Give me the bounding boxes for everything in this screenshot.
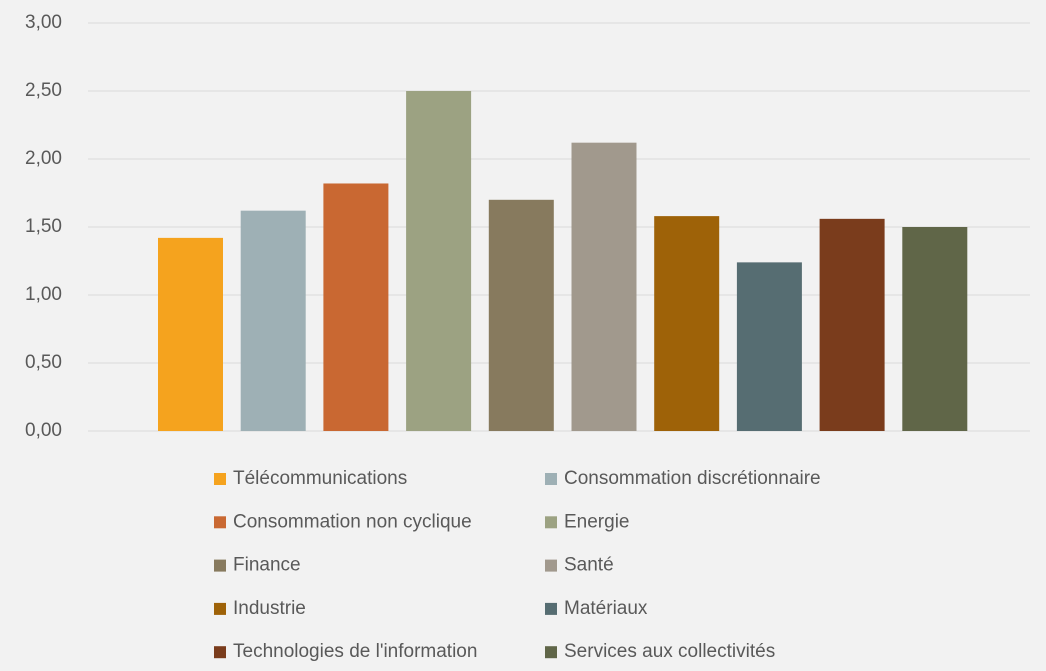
y-tick-label: 1,00 — [25, 284, 62, 305]
legend-label: Consommation non cyclique — [233, 511, 472, 532]
y-tick-label: 0,00 — [25, 420, 62, 441]
bar — [158, 237, 223, 431]
y-tick-label: 3,00 — [25, 12, 62, 33]
bar — [902, 227, 968, 431]
y-tick-label: 0,50 — [25, 352, 62, 373]
legend-swatch — [545, 516, 557, 529]
legend-label: Services aux collectivités — [564, 641, 775, 662]
legend-label: Consommation discrétionnaire — [564, 468, 821, 489]
legend-swatch — [214, 646, 226, 659]
bar — [240, 210, 306, 431]
legend-label: Télécommunications — [233, 468, 407, 489]
bar — [323, 183, 389, 431]
legend-swatch — [545, 646, 557, 659]
legend-swatch — [545, 473, 557, 485]
bar — [654, 216, 720, 431]
legend-swatch — [214, 516, 226, 529]
bar — [736, 262, 802, 431]
y-tick-label: 2,00 — [25, 148, 62, 169]
y-tick-label: 2,50 — [25, 80, 62, 101]
legend-label: Finance — [233, 555, 301, 576]
legend-label: Technologies de l'information — [233, 641, 477, 662]
bar — [406, 91, 472, 431]
legend-swatch — [545, 602, 557, 615]
legend-swatch — [214, 559, 226, 572]
legend-swatch — [214, 602, 226, 615]
bar — [488, 199, 554, 431]
y-tick-label: 1,50 — [25, 216, 62, 237]
legend-label: Energie — [564, 511, 630, 532]
legend-label: Santé — [564, 555, 614, 576]
legend-swatch — [545, 559, 557, 572]
bar — [571, 142, 637, 431]
legend-label: Industrie — [233, 598, 306, 619]
legend-swatch — [214, 473, 226, 485]
bar — [819, 218, 885, 431]
legend-label: Matériaux — [564, 598, 648, 619]
